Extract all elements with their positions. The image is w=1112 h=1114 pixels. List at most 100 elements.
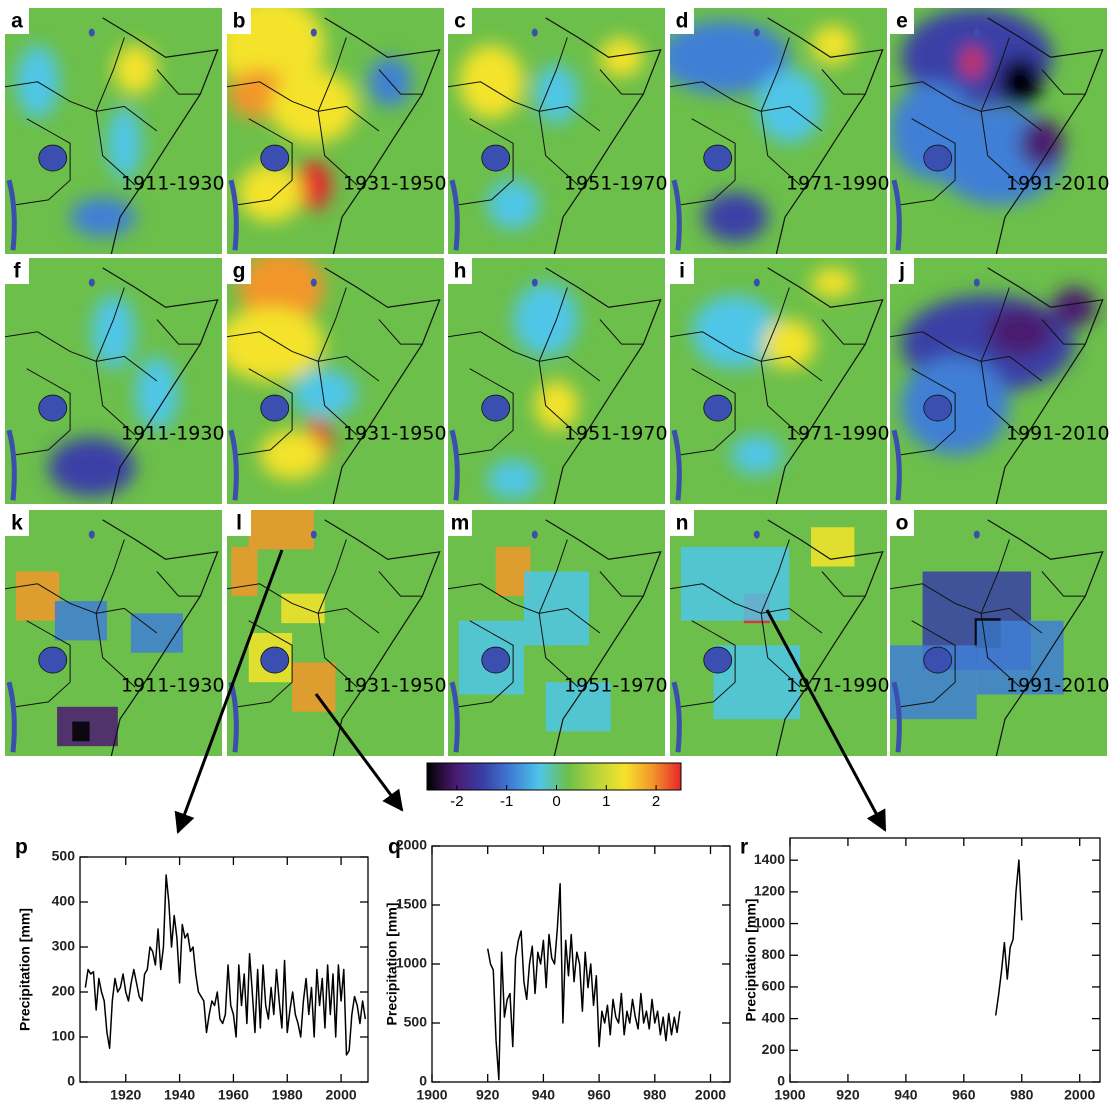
colorbar-tick-label: 0 <box>552 793 560 810</box>
letter-box <box>227 258 251 284</box>
border <box>227 331 380 382</box>
letter-box <box>670 258 694 284</box>
anomaly-field <box>227 8 412 223</box>
x-tick-label: 920 <box>476 1087 500 1103</box>
panel-letter: c <box>454 10 466 33</box>
letter-box <box>448 510 472 536</box>
lake <box>923 394 953 422</box>
map-background <box>670 258 887 504</box>
border <box>95 37 125 112</box>
map-panel: b 1931-1950 <box>227 8 447 254</box>
border <box>317 361 358 436</box>
lake <box>671 429 682 501</box>
lake <box>38 646 68 674</box>
lake <box>481 144 511 172</box>
anomaly-blob <box>702 192 768 242</box>
map-panel: m 1951-1970 <box>448 510 668 756</box>
border <box>5 583 158 634</box>
map-panel: i 1971-1990 <box>670 258 890 504</box>
lake <box>310 278 317 287</box>
border <box>95 287 125 362</box>
border <box>1041 571 1086 597</box>
lake <box>310 28 317 37</box>
period-label: 1911-1930 <box>121 675 225 697</box>
border <box>599 571 644 597</box>
anomaly-field <box>15 44 157 237</box>
x-tick-label: 980 <box>1010 1087 1034 1103</box>
period-label: 1931-1950 <box>343 423 447 445</box>
anomaly-blob <box>998 57 1042 107</box>
panel-letter: h <box>454 260 467 283</box>
border <box>237 620 293 708</box>
x-tick-label: 1980 <box>272 1087 303 1103</box>
x-tick-label: 1920 <box>110 1087 141 1103</box>
x-tick-label: 940 <box>894 1087 918 1103</box>
panel-letter: d <box>676 10 689 33</box>
border <box>538 539 568 614</box>
lake <box>481 394 511 422</box>
anomaly-cell <box>523 571 590 646</box>
map-content <box>227 510 444 756</box>
border <box>670 81 823 132</box>
anomaly-blob <box>91 294 136 369</box>
lake <box>753 530 760 539</box>
border <box>448 331 601 382</box>
lake <box>228 429 239 501</box>
plot-frame <box>789 837 1101 1083</box>
colorbar-tick-label: 1 <box>602 793 610 810</box>
panel-letter: e <box>896 10 908 33</box>
border <box>900 118 956 206</box>
border <box>237 118 293 206</box>
panel-letter: k <box>11 512 23 535</box>
anomaly-blob <box>296 160 332 210</box>
panel-letter: m <box>451 512 470 535</box>
anomaly-field <box>691 267 855 475</box>
map-content <box>670 258 887 504</box>
border <box>458 368 514 456</box>
lake <box>923 144 953 172</box>
border <box>317 287 347 362</box>
y-tick-label: 0 <box>777 1073 785 1089</box>
x-tick-label: 940 <box>532 1087 556 1103</box>
x-tick-label: 2000 <box>695 1087 726 1103</box>
period-label: 1991-2010 <box>1006 423 1110 445</box>
border <box>317 111 358 186</box>
anomaly-cell <box>680 546 790 621</box>
border <box>980 613 1021 688</box>
map-content <box>5 258 222 504</box>
colorbar-tick-label: 2 <box>652 793 660 810</box>
letter-box <box>890 510 914 536</box>
border <box>1041 69 1086 95</box>
border <box>95 539 125 614</box>
border <box>156 571 201 597</box>
map-content <box>448 8 665 254</box>
border <box>599 69 644 95</box>
anomaly-blob <box>259 430 325 480</box>
border <box>821 319 866 345</box>
anomaly-field <box>670 20 855 242</box>
data-line <box>994 859 1023 1016</box>
anomaly-blob <box>691 294 779 369</box>
panel-letter: j <box>898 260 905 283</box>
y-tick-label: 1200 <box>754 883 785 899</box>
letter-box <box>5 258 29 284</box>
border <box>890 583 1043 634</box>
lake <box>449 179 460 251</box>
border <box>900 620 956 708</box>
border <box>15 620 71 708</box>
period-label: 1951-1970 <box>564 423 668 445</box>
border <box>821 571 866 597</box>
map-grid: a 1911-1930 b 1931-1950 c 1951-1970 d 1971-1990… <box>5 8 1110 756</box>
border <box>5 331 158 382</box>
border <box>760 111 801 186</box>
letter-box <box>890 8 914 34</box>
anomaly-blob <box>534 381 579 431</box>
anomaly-field <box>680 527 855 720</box>
border <box>317 539 347 614</box>
data-line <box>84 874 367 1056</box>
x-tick-label: 1960 <box>218 1087 249 1103</box>
lake <box>531 278 538 287</box>
anomaly-cell <box>231 546 258 597</box>
y-tick-label: 500 <box>52 848 76 864</box>
y-tick-label: 400 <box>762 1009 786 1025</box>
